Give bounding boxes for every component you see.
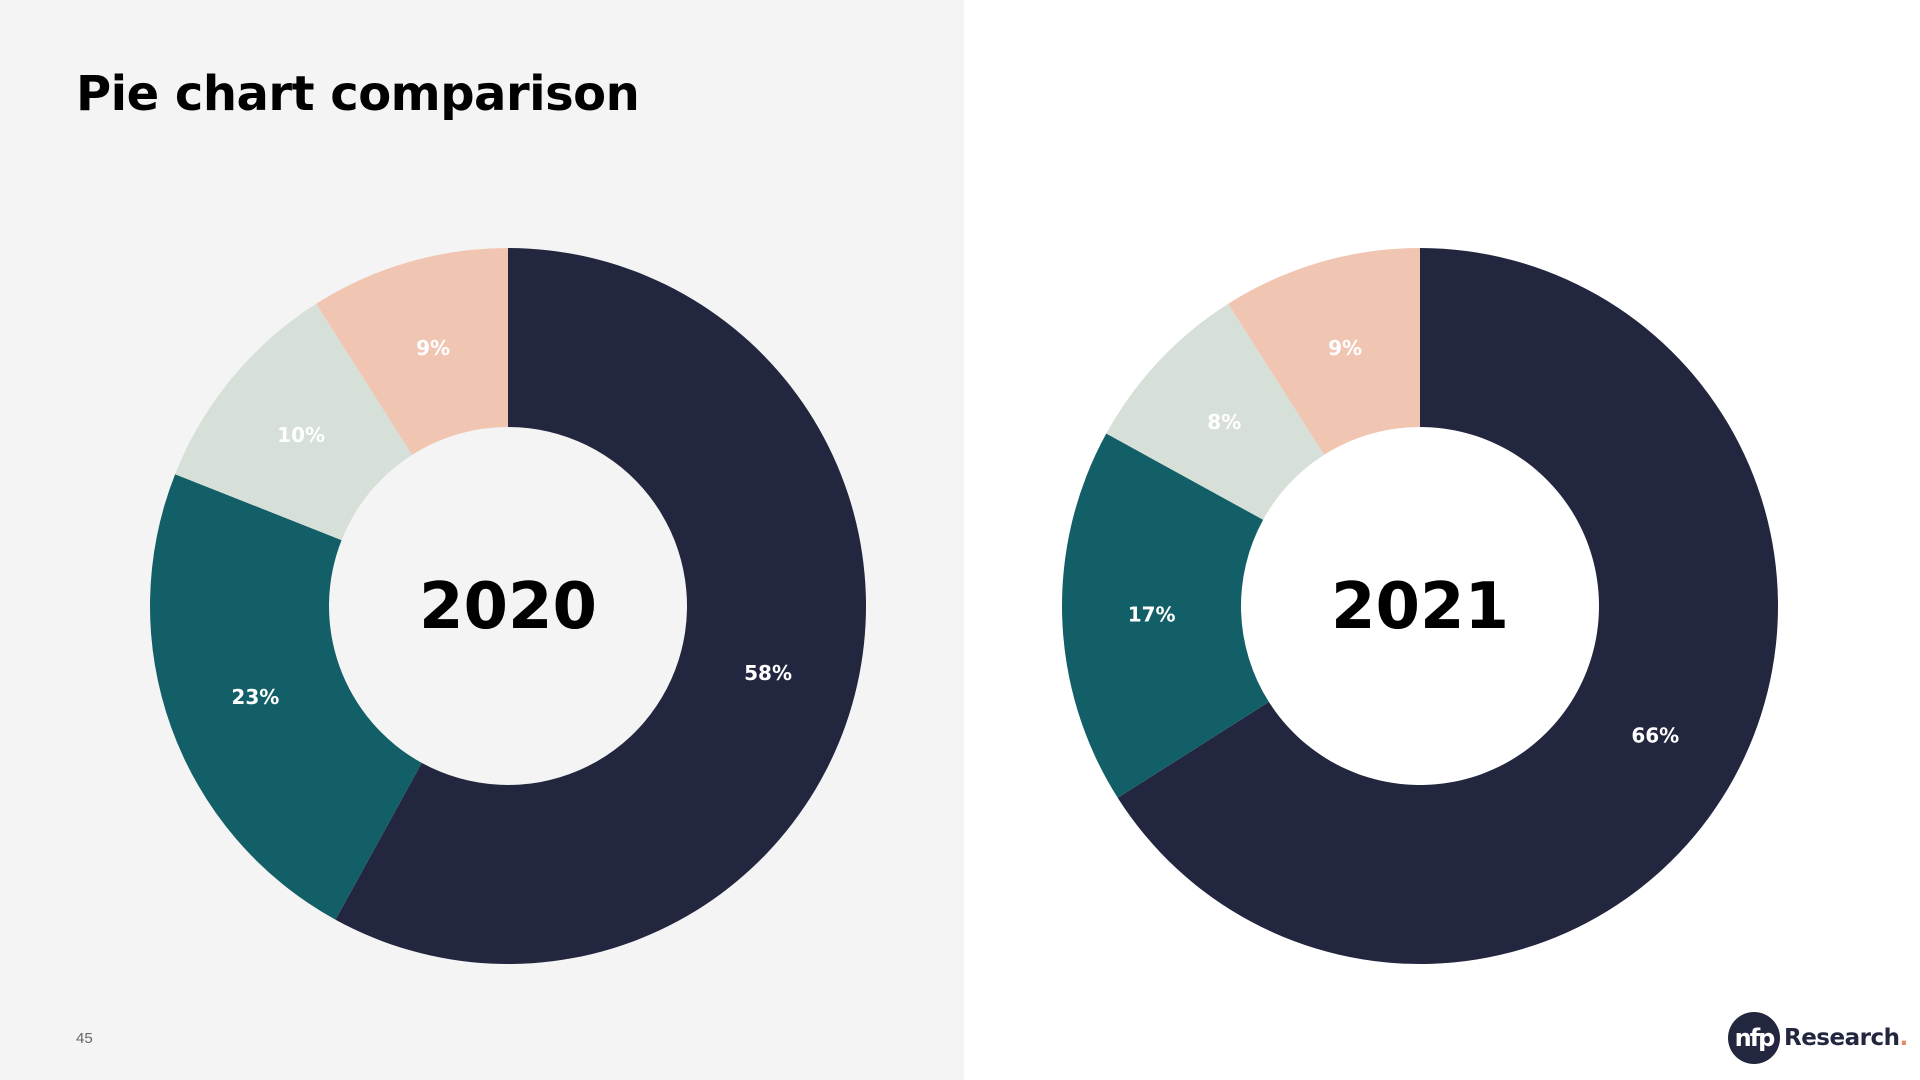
nfp-research-logo: nfp Research. <box>1728 1012 1908 1064</box>
slice-label: 66% <box>1631 723 1679 747</box>
slice-label: 9% <box>1328 336 1362 360</box>
logo-text: Research. <box>1784 1025 1908 1051</box>
donut-chart-2021: 66% 17% 8% 9% <box>1062 248 1778 964</box>
donut-slice <box>1106 303 1325 520</box>
slice-label: 10% <box>277 423 325 447</box>
donut-slice <box>1062 433 1269 798</box>
slide-title: Pie chart comparison <box>76 66 640 122</box>
donut-slice <box>1117 248 1778 964</box>
page-number: 45 <box>76 1030 93 1047</box>
donut-slice <box>1228 248 1420 455</box>
donut-slice <box>150 474 422 920</box>
logo-word: Research <box>1784 1025 1900 1051</box>
logo-dot: . <box>1899 1025 1908 1051</box>
donut-slice <box>175 303 413 541</box>
logo-mark: nfp <box>1728 1012 1780 1064</box>
center-label-2020: 2020 <box>419 570 597 644</box>
slice-label: 8% <box>1207 410 1241 434</box>
center-label-2021: 2021 <box>1331 570 1509 644</box>
slice-label: 9% <box>416 336 450 360</box>
donut-slice <box>316 248 508 455</box>
slice-label: 17% <box>1128 602 1176 626</box>
donut-slice <box>335 248 867 964</box>
slice-label: 58% <box>744 661 792 685</box>
slice-label: 23% <box>231 685 279 709</box>
donut-chart-2020: 58% 23% 10% 9% <box>150 248 867 964</box>
